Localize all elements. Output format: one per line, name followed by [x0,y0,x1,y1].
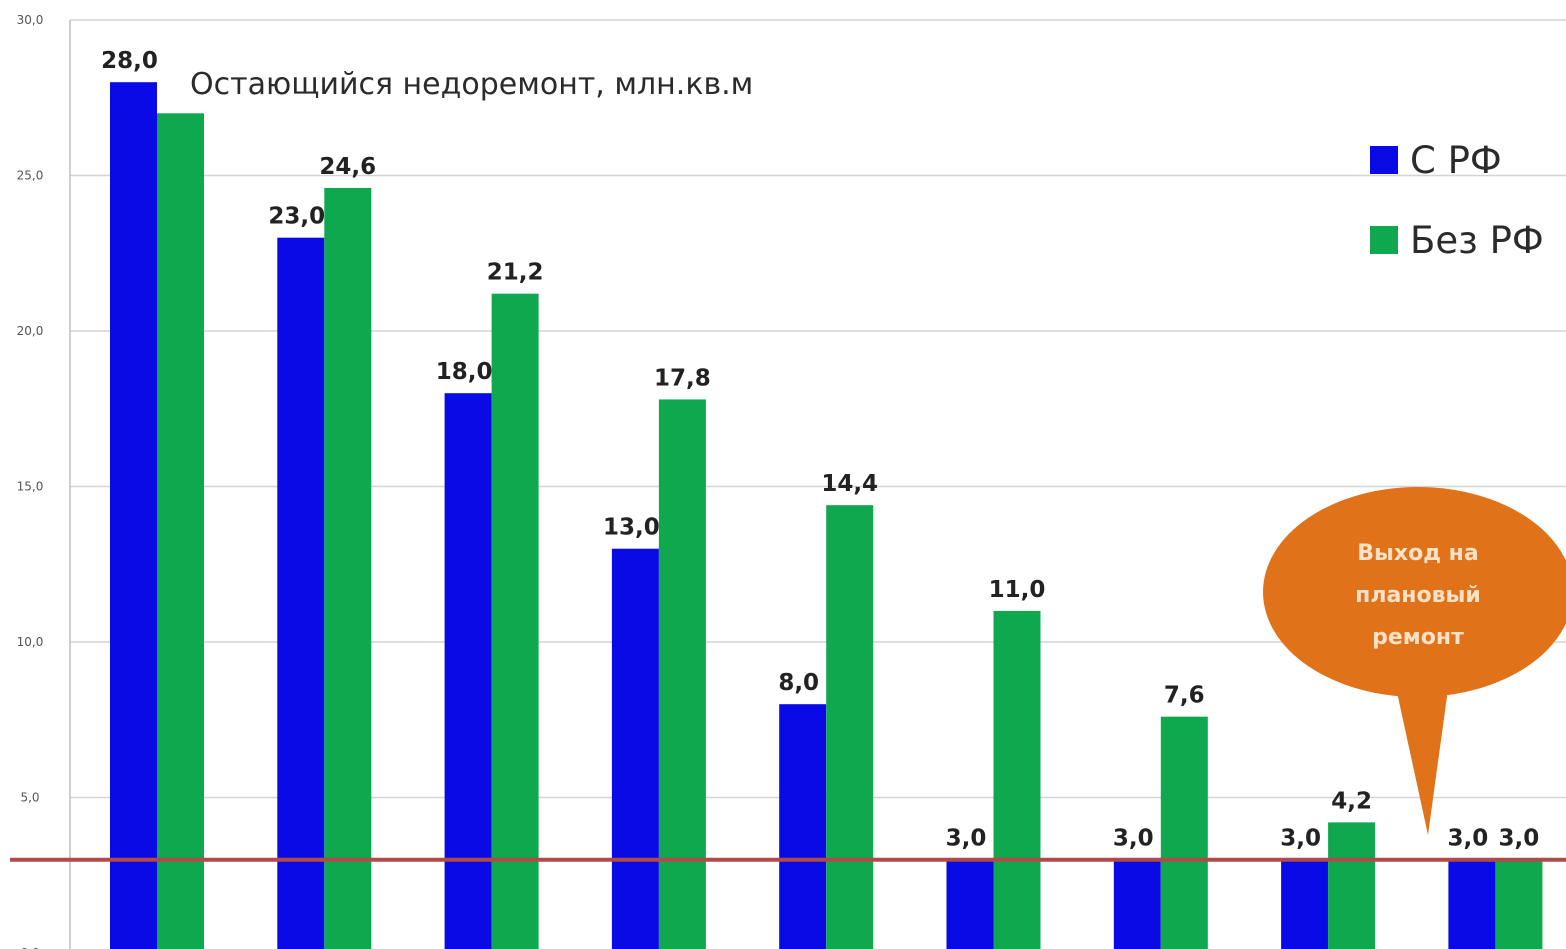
y-tick-label: 15,0 [17,480,44,494]
callout-text-line: плановый [1355,583,1481,608]
y-tick-label: 30,0 [17,13,44,27]
bar-series-1 [779,704,827,949]
data-label: 4,2 [1331,788,1372,814]
data-label: 14,4 [821,471,878,497]
data-label: 3,0 [946,826,987,852]
data-label: 21,2 [487,260,544,286]
bar-series-2 [993,610,1041,949]
legend-swatch [1370,226,1398,254]
callout-bubble [1263,487,1566,697]
bar-series-1 [611,548,659,949]
y-tick-label: 5,0 [20,791,39,805]
data-label: 7,6 [1164,683,1205,709]
data-label: 3,0 [1280,826,1321,852]
data-labels: 28,0 23,0 24,6 18,0 21,2 13,0 17,8 8,0 14,4 3,0 11… [101,48,1539,852]
y-axis-ticks: 0,0 5,0 10,0 15,0 20,0 25,0 30,0 [17,13,44,949]
bar-series-2 [157,113,204,949]
chart-subtitle: Остающийся недоремонт, млн.кв.м [190,67,753,102]
bar-series-2 [491,293,539,949]
data-label: 11,0 [989,577,1046,603]
bar-series-1 [277,237,325,949]
bar-series-2 [324,187,372,949]
bar-series-2 [1328,822,1376,949]
bar-series-1 [1448,859,1496,949]
bar-series-2 [658,399,706,949]
bars [110,82,1543,949]
data-label: 3,0 [1113,826,1154,852]
bar-series-2 [1160,716,1208,949]
data-label: 3,0 [1448,826,1489,852]
legend-label: Без РФ [1410,219,1544,262]
callout-text-line: Выход на [1357,541,1478,566]
legend: С РФ Без РФ [1370,139,1544,262]
callout-text-line: ремонт [1372,625,1464,650]
data-label: 17,8 [654,365,711,391]
callout-annotation: Выход на плановый ремонт [1263,487,1566,835]
y-tick-label: 0,0 [20,946,39,949]
bar-series-1 [110,82,157,949]
data-label: 23,0 [268,204,325,230]
data-label: 18,0 [436,359,493,385]
bar-series-1 [444,393,492,949]
legend-swatch [1370,146,1398,174]
data-label: 13,0 [603,515,660,541]
data-label: 8,0 [778,670,819,696]
data-label: 28,0 [101,48,158,74]
legend-label: С РФ [1410,139,1502,182]
data-label: 24,6 [319,154,376,180]
y-tick-label: 20,0 [17,324,44,338]
data-label: 3,0 [1499,826,1540,852]
bar-series-1 [946,859,994,949]
callout-pointer [1390,660,1452,835]
bar-series-1 [1113,859,1161,949]
bar-series-2 [1495,859,1543,949]
bar-series-2 [826,505,874,949]
y-tick-label: 10,0 [17,635,44,649]
y-tick-label: 25,0 [17,169,44,183]
bar-series-1 [1281,859,1329,949]
